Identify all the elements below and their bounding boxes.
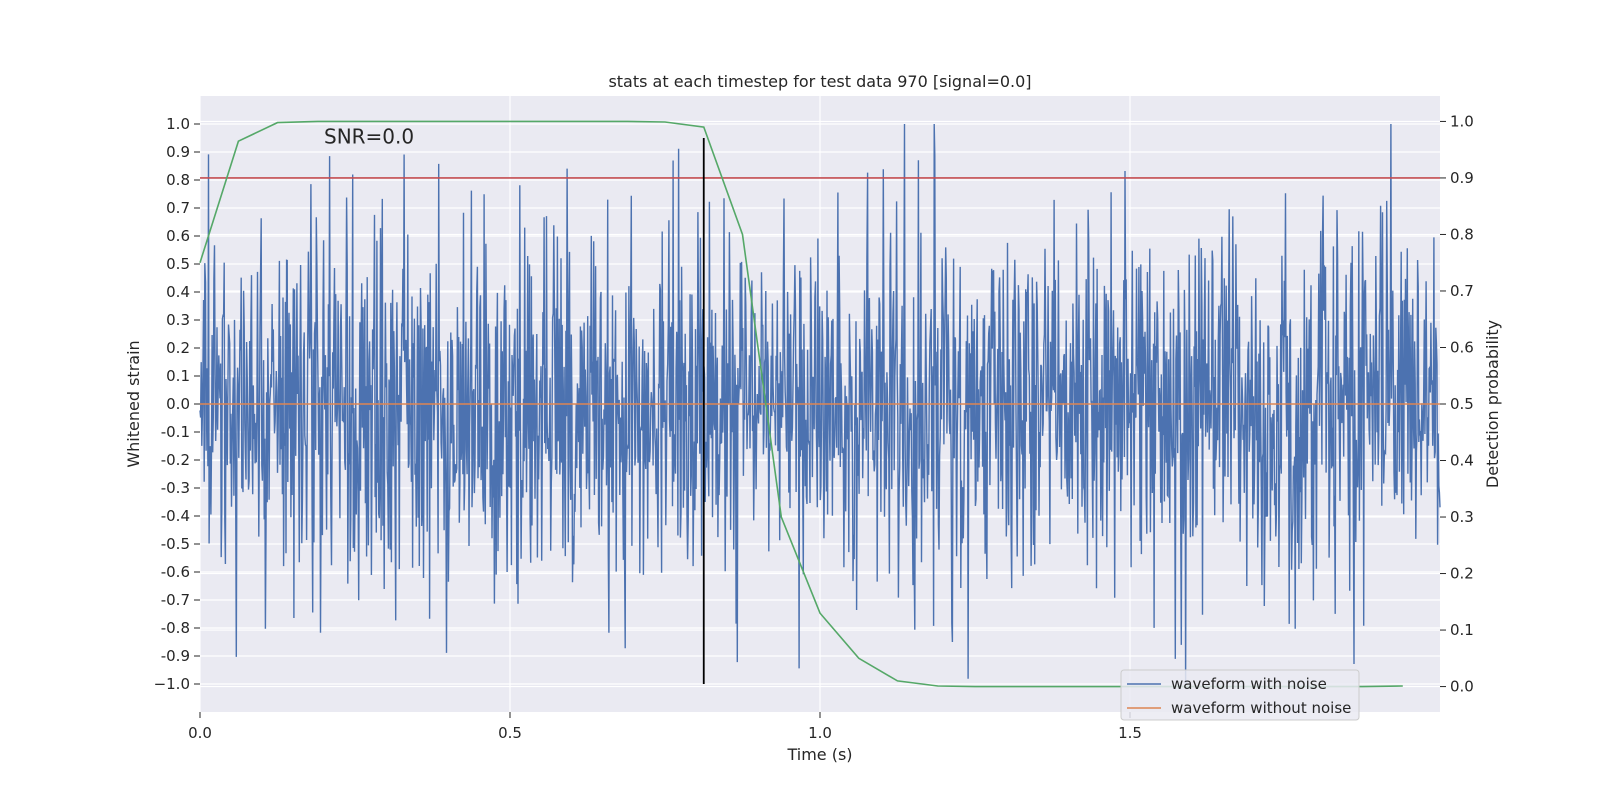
snr-annotation: SNR=0.0 (324, 125, 414, 149)
x-axis-label: Time (s) (786, 745, 852, 764)
x-tick-labels: 0.0 0.5 1.0 1.5 (188, 712, 1142, 742)
y-tick-label: -0.7 (161, 591, 190, 609)
y2-tick-label: 1.0 (1450, 112, 1474, 130)
y2-tick-label: 0.3 (1450, 508, 1474, 526)
y-tick-label: -0.1 (161, 423, 190, 441)
x-tick-label: 0.0 (188, 724, 212, 742)
y-tick-label: 0.7 (166, 199, 190, 217)
y2-tick-label: 0.4 (1450, 452, 1474, 470)
legend-box (1120, 669, 1360, 721)
y2-tick-label: 0.8 (1450, 225, 1474, 243)
y-tick-label: 0.4 (166, 283, 190, 301)
y2-tick-label: 0.7 (1450, 282, 1474, 300)
y-tick-label: -0.6 (161, 563, 190, 581)
y-tick-label: −1.0 (154, 675, 190, 693)
chart-title: stats at each timestep for test data 970… (608, 72, 1031, 91)
legend-label-noise: waveform with noise (1171, 675, 1327, 693)
y-tick-label: -0.9 (161, 647, 190, 665)
y-tick-labels: 1.0 0.9 0.8 0.7 0.6 0.5 0.4 0.3 0.2 0.1 0.0 -0.1 -0.… (154, 115, 200, 693)
y2-tick-labels: 1.0 0.9 0.8 0.7 0.6 0.5 0.4 0.3 0.2 0.1 0.0 (1440, 112, 1474, 696)
y2-tick-label: 0.5 (1450, 395, 1474, 413)
x-tick-label: 1.5 (1118, 724, 1142, 742)
y-tick-label: 0.2 (166, 339, 190, 357)
y2-tick-label: 0.1 (1450, 621, 1474, 639)
x-tick-label: 1.0 (808, 724, 832, 742)
y-axis-label: Whitened strain (124, 340, 143, 467)
legend: waveform with noise waveform without noi… (1120, 669, 1360, 721)
y-tick-label: 0.0 (166, 395, 190, 413)
y2-tick-label: 0.2 (1450, 565, 1474, 583)
legend-label-clean: waveform without noise (1171, 699, 1351, 717)
y-tick-label: 0.5 (166, 255, 190, 273)
x-tick-label: 0.5 (498, 724, 522, 742)
y-tick-label: 0.8 (166, 171, 190, 189)
y-tick-label: 0.6 (166, 227, 190, 245)
y-tick-label: 1.0 (166, 115, 190, 133)
y2-tick-label: 0.6 (1450, 338, 1474, 356)
y-tick-label: 0.1 (166, 367, 190, 385)
y2-tick-label: 0.9 (1450, 169, 1474, 187)
y-tick-label: -0.8 (161, 619, 190, 637)
y-tick-label: 0.3 (166, 311, 190, 329)
y2-tick-label: 0.0 (1450, 678, 1474, 696)
y-tick-label: 0.9 (166, 143, 190, 161)
y-tick-label: -0.2 (161, 451, 190, 469)
y-tick-label: -0.3 (161, 479, 190, 497)
y-tick-label: -0.5 (161, 535, 190, 553)
y2-axis-label: Detection probability (1483, 320, 1502, 488)
y-tick-label: -0.4 (161, 507, 190, 525)
